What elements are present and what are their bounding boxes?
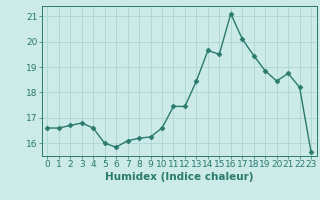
X-axis label: Humidex (Indice chaleur): Humidex (Indice chaleur) — [105, 172, 253, 182]
